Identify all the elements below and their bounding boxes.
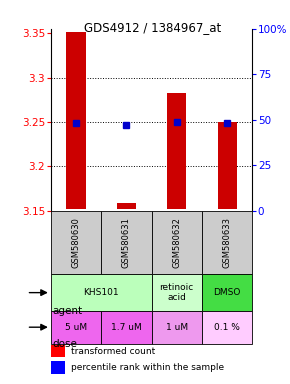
Text: DMSO: DMSO <box>213 288 241 297</box>
FancyBboxPatch shape <box>51 275 152 311</box>
FancyBboxPatch shape <box>51 211 101 275</box>
Bar <box>117 203 136 209</box>
Bar <box>167 93 186 209</box>
FancyBboxPatch shape <box>152 275 202 311</box>
Text: retinoic
acid: retinoic acid <box>160 283 194 302</box>
Text: GSM580632: GSM580632 <box>172 217 181 268</box>
Text: 5 uM: 5 uM <box>65 323 87 332</box>
Text: dose: dose <box>53 339 78 349</box>
Text: transformed count: transformed count <box>71 347 155 356</box>
Bar <box>218 122 237 209</box>
Text: 1.7 uM: 1.7 uM <box>111 323 142 332</box>
FancyBboxPatch shape <box>101 211 152 275</box>
FancyBboxPatch shape <box>101 311 152 344</box>
Text: GDS4912 / 1384967_at: GDS4912 / 1384967_at <box>84 21 221 34</box>
Text: 0.1 %: 0.1 % <box>214 323 240 332</box>
FancyBboxPatch shape <box>152 311 202 344</box>
Bar <box>51 345 65 358</box>
FancyBboxPatch shape <box>51 311 101 344</box>
Text: GSM580633: GSM580633 <box>223 217 232 268</box>
Bar <box>66 32 86 209</box>
FancyBboxPatch shape <box>202 311 252 344</box>
Text: GSM580631: GSM580631 <box>122 217 131 268</box>
Text: GSM580630: GSM580630 <box>71 217 80 268</box>
FancyBboxPatch shape <box>152 211 202 275</box>
Bar <box>51 361 65 374</box>
Text: percentile rank within the sample: percentile rank within the sample <box>71 363 224 372</box>
FancyBboxPatch shape <box>202 211 252 275</box>
Text: KHS101: KHS101 <box>83 288 119 297</box>
FancyBboxPatch shape <box>202 275 252 311</box>
Text: 1 uM: 1 uM <box>166 323 188 332</box>
Text: agent: agent <box>53 306 83 316</box>
